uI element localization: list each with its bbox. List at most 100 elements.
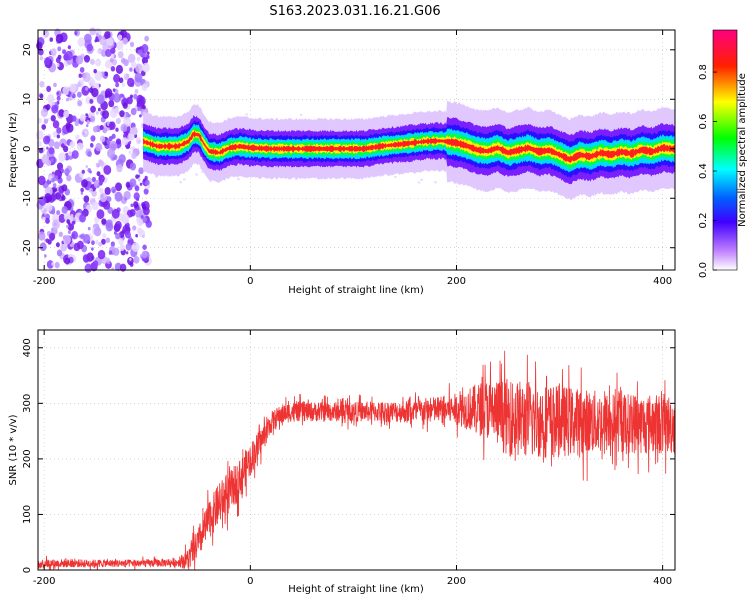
spectrogram-x-axis-label: Height of straight line (km)	[288, 285, 424, 296]
noise-blob	[124, 197, 127, 201]
noise-blob	[89, 98, 94, 104]
noise-blob	[81, 85, 90, 96]
noise-blob	[37, 175, 46, 186]
noise-blob	[51, 178, 55, 183]
noise-speck	[420, 178, 424, 182]
noise-blob	[45, 159, 52, 167]
noise-blob	[86, 43, 93, 52]
noise-blob	[135, 209, 143, 219]
noise-blob	[95, 142, 103, 152]
colorbar-tick-label: 0.4	[698, 163, 709, 179]
noise-blob	[46, 85, 52, 92]
noise-blob	[56, 91, 60, 95]
noise-blob	[105, 219, 113, 229]
spectrogram-y-axis-label: Frequency (Hz)	[8, 112, 19, 188]
noise-blob	[96, 171, 101, 177]
noise-blob	[51, 171, 55, 175]
noise-blob	[94, 70, 103, 81]
noise-blob	[76, 91, 82, 98]
noise-blob	[37, 117, 42, 124]
noise-blob	[82, 254, 90, 263]
noise-blob	[124, 230, 131, 239]
noise-blob	[127, 53, 136, 64]
noise-blob	[76, 240, 84, 250]
spectrogram-y-tick-label: 0	[22, 146, 33, 152]
noise-blob	[64, 50, 73, 61]
noise-blob	[137, 96, 146, 106]
noise-blob	[146, 54, 150, 60]
noise-blob	[39, 93, 44, 99]
noise-blob	[101, 238, 106, 245]
noise-blob	[132, 225, 137, 231]
noise-blob	[66, 97, 70, 102]
noise-blob	[118, 238, 124, 245]
noise-blob	[48, 147, 55, 155]
colorbar: 0.0 0.2 0.4 0.6 0.8 Normalized spectral ampl…	[698, 29, 748, 278]
noise-blob	[66, 174, 72, 182]
noise-blob	[115, 82, 120, 88]
noise-blob	[108, 121, 116, 130]
noise-blob	[79, 114, 86, 122]
noise-blob	[45, 135, 51, 143]
noise-blob	[55, 192, 62, 200]
noise-blob	[56, 95, 61, 101]
noise-blob	[128, 150, 132, 155]
noise-speck	[245, 113, 249, 116]
noise-blob	[85, 165, 89, 169]
noise-blob	[44, 254, 47, 258]
noise-blob	[71, 115, 77, 122]
noise-blob	[115, 182, 123, 192]
noise-blob	[95, 162, 100, 167]
colorbar-tick-label: 0.6	[698, 114, 709, 130]
noise-blob	[108, 99, 115, 108]
noise-blob	[65, 122, 71, 129]
noise-blob	[70, 214, 74, 219]
noise-blob	[133, 192, 140, 200]
noise-blob	[112, 88, 116, 92]
noise-blob	[52, 131, 58, 138]
noise-blob	[46, 260, 54, 269]
noise-blob	[115, 117, 121, 125]
noise-blob	[67, 45, 71, 50]
noise-blob	[98, 241, 103, 247]
noise-blob	[71, 150, 79, 159]
noise-blob	[75, 134, 80, 140]
noise-blob	[118, 77, 124, 84]
spectrogram-x-tick-label: 200	[447, 276, 466, 287]
noise-blob	[114, 191, 123, 202]
colorbar-tick-label: 0.8	[698, 64, 709, 80]
noise-blob	[93, 68, 97, 74]
noise-blob	[102, 233, 107, 239]
noise-blob	[102, 128, 106, 132]
noise-blob	[56, 127, 62, 134]
noise-blob	[49, 232, 56, 241]
noise-blob	[144, 179, 150, 186]
noise-blob	[141, 44, 149, 54]
spectrogram-x-ticks: -200 0 200 400	[33, 30, 672, 287]
noise-blob	[146, 51, 150, 55]
noise-speck	[236, 177, 240, 181]
snr-x-tick-label: -200	[33, 576, 56, 587]
noise-blob	[138, 167, 144, 175]
noise-blob	[69, 83, 77, 93]
noise-blob	[43, 118, 49, 124]
noise-blob	[42, 216, 46, 221]
noise-blob	[69, 141, 76, 148]
noise-blob	[133, 201, 139, 208]
noise-blob	[56, 63, 60, 68]
noise-blob	[95, 58, 102, 67]
noise-blob	[97, 34, 103, 40]
spectrogram-y-tick-label: -20	[22, 240, 33, 256]
noise-blob	[89, 27, 96, 36]
noise-blob	[127, 256, 134, 266]
noise-blob	[91, 240, 95, 246]
noise-blob	[128, 113, 131, 118]
noise-blob	[118, 154, 126, 164]
noise-blob	[75, 55, 84, 65]
snr-series-line	[37, 350, 676, 571]
noise-blob	[87, 226, 91, 231]
noise-blob	[106, 37, 114, 47]
spectrogram-x-tick-label: 400	[653, 276, 672, 287]
colorbar-tick-label: 0.0	[698, 262, 709, 278]
noise-blob	[129, 41, 135, 48]
